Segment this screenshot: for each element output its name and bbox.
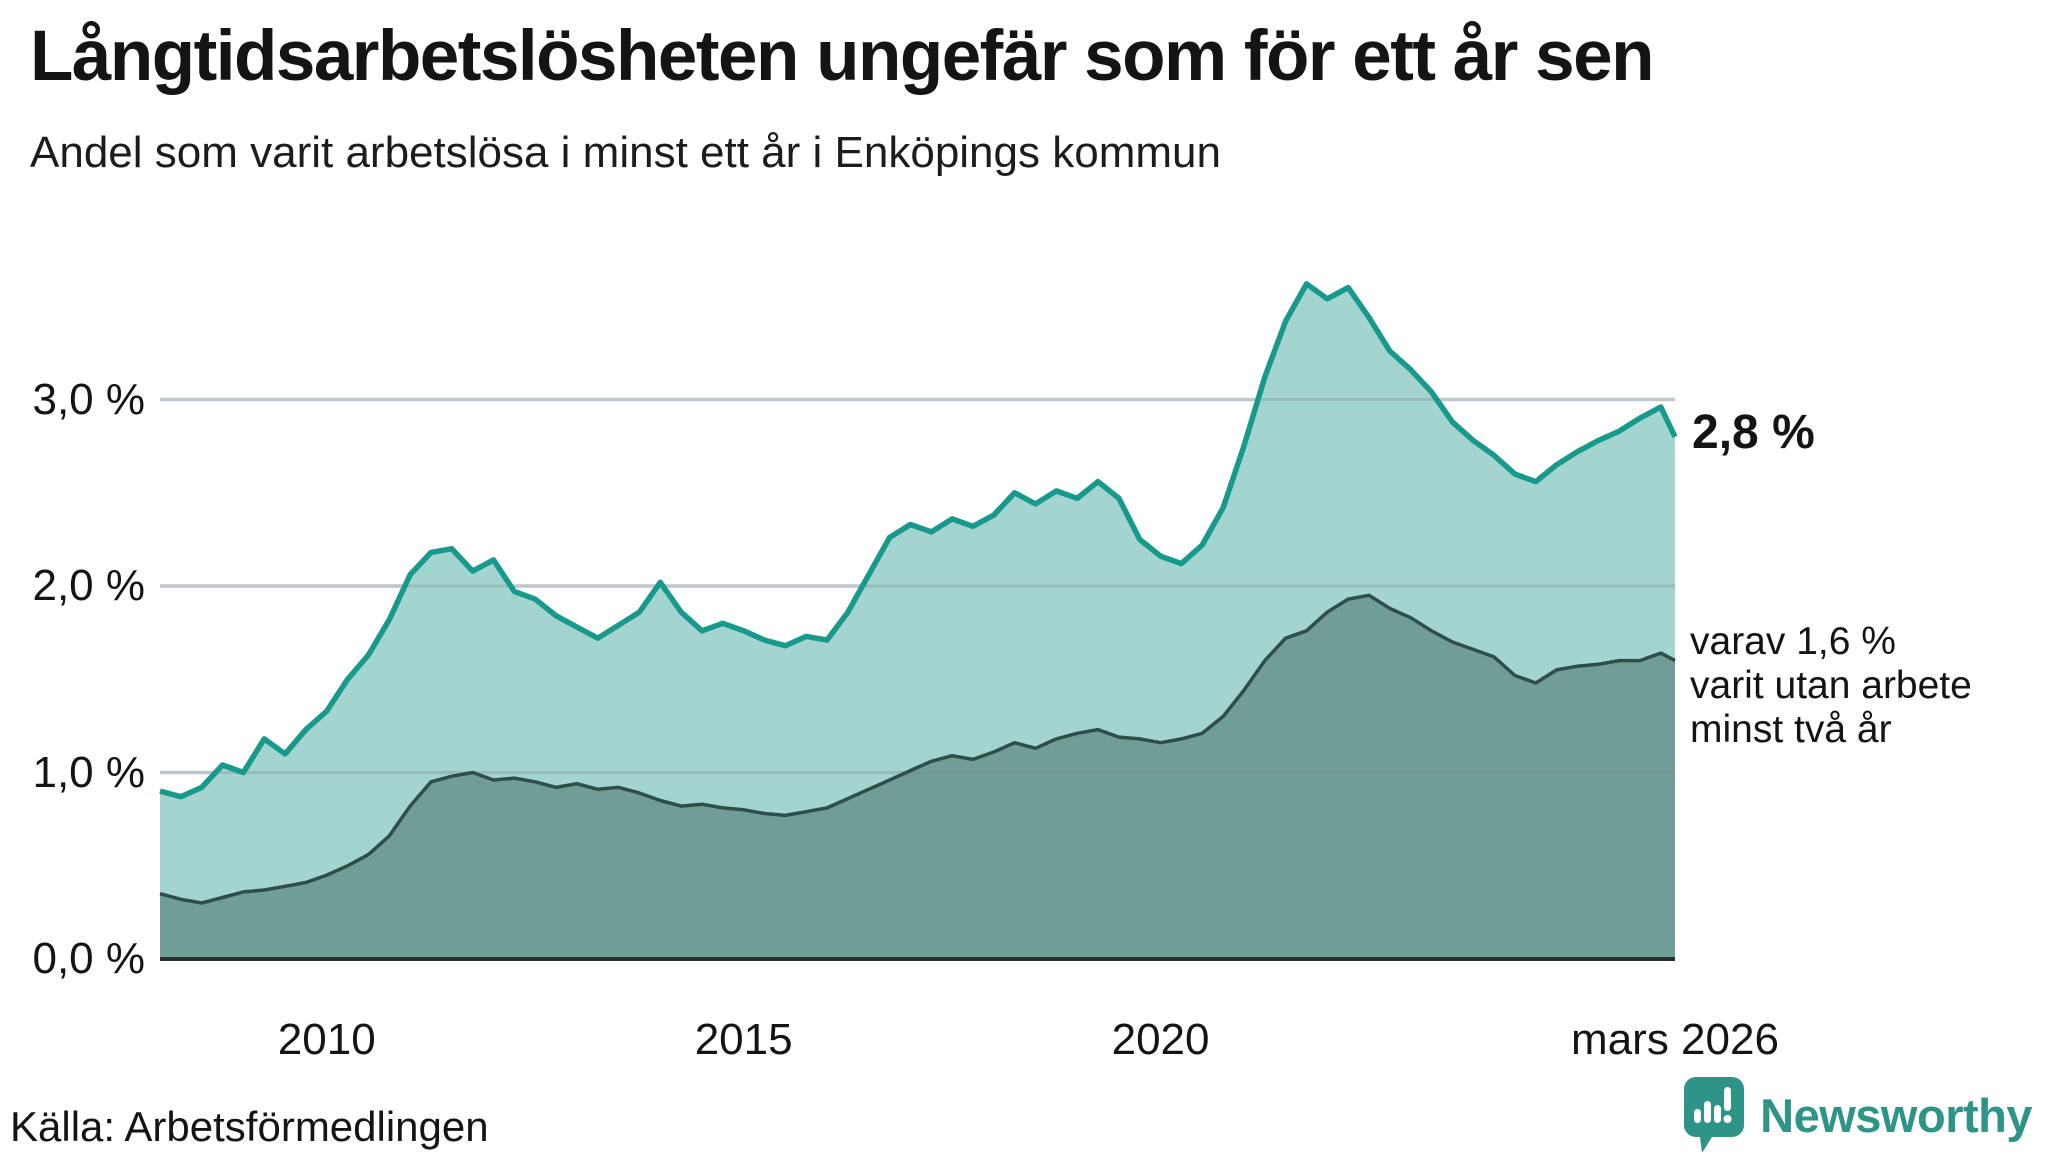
logo-bar-short [1694, 1109, 1702, 1123]
y-tick-label-3: 3,0 % [32, 374, 145, 424]
x-tick-label-2020: 2020 [1111, 1015, 1210, 1064]
logo-exclamation-bar [1724, 1087, 1732, 1111]
newsworthy-logo: Newsworthy [1682, 1077, 2032, 1152]
secondary-annotation-line3: minst två år [1690, 708, 1892, 751]
latest-value-label: 2,8 % [1692, 405, 1815, 459]
line-min-one-year [159, 281, 1678, 800]
x-tick-label-2015: 2015 [694, 1015, 793, 1064]
secondary-series-annotation: varav 1,6 % varit utan arbete minst två … [1690, 620, 1972, 752]
secondary-annotation-line2: varit utan arbete [1690, 664, 1972, 707]
area-min-two-years [160, 595, 1675, 959]
source-attribution: Källa: Arbetsförmedlingen [10, 1103, 489, 1150]
logo-bar-tall [1704, 1101, 1712, 1123]
page-title: Långtidsarbetslösheten ungefär som för e… [30, 17, 1654, 96]
y-tick-label-2: 2,0 % [32, 561, 145, 610]
newsworthy-bubble-icon [1684, 1077, 1745, 1152]
y-tick-label-1: 1,0 % [32, 747, 145, 797]
x-tick-label-mars-2026: mars 2026 [1571, 1015, 1779, 1064]
secondary-annotation-line1: varav 1,6 % [1690, 620, 1896, 663]
x-tick-label-2010: 2010 [277, 1015, 376, 1064]
newsworthy-wordmark: Newsworthy [1760, 1088, 2032, 1142]
logo-exclamation-dot [1723, 1115, 1732, 1123]
page-subtitle: Andel som varit arbetslösa i minst ett å… [30, 128, 1221, 177]
line-min-two-years [159, 593, 1676, 905]
logo-bar-medium [1714, 1105, 1722, 1123]
y-tick-label-0: 0,0 % [32, 934, 145, 983]
